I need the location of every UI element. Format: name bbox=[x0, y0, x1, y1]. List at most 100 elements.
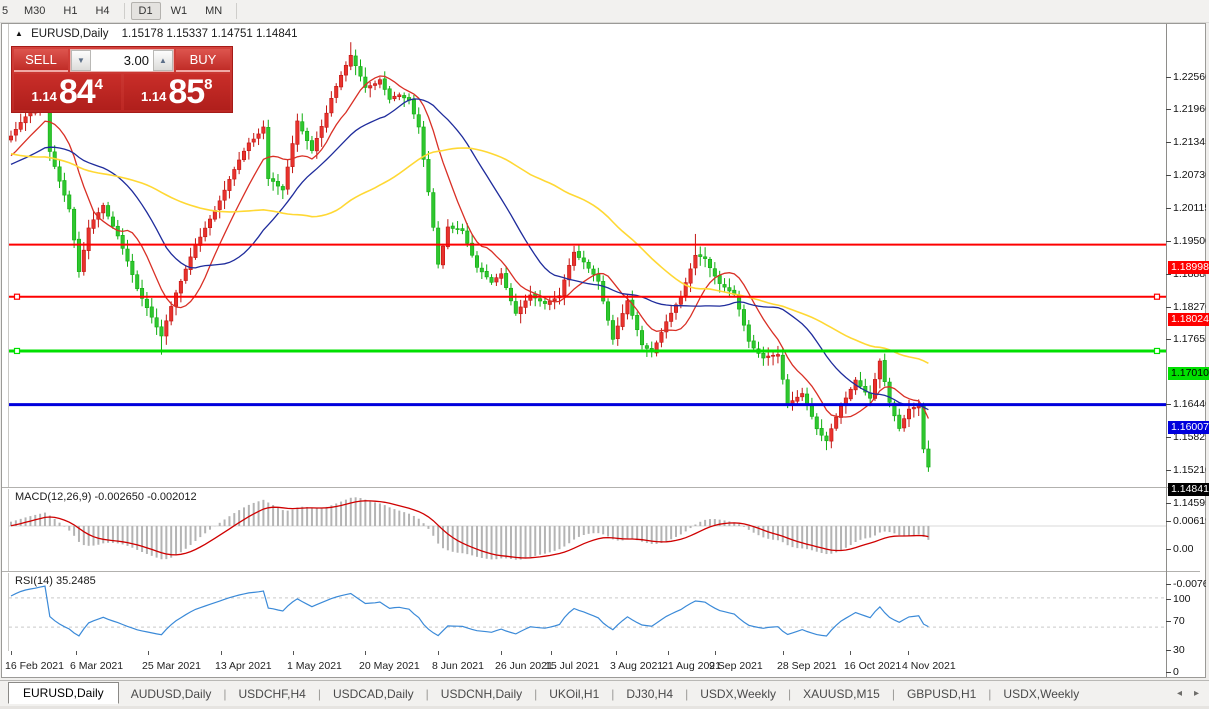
buy-button[interactable]: BUY bbox=[176, 49, 230, 72]
level-line-handle[interactable] bbox=[1153, 293, 1161, 300]
toolbar-separator bbox=[236, 3, 238, 19]
price-axis-label: 1.20115 bbox=[1173, 201, 1209, 214]
chart-tab-xauusd-m15[interactable]: XAUUSD,M15 bbox=[803, 686, 880, 701]
time-axis-label: 1 May 2021 bbox=[287, 660, 342, 672]
timeframe-button-m30[interactable]: M30 bbox=[24, 5, 46, 17]
candle-body bbox=[266, 127, 271, 179]
time-axis-tick bbox=[148, 651, 149, 655]
toolbar-separator bbox=[123, 3, 125, 19]
timeframe-button-mn[interactable]: MN bbox=[205, 5, 223, 17]
time-axis-label: 16 Feb 2021 bbox=[5, 660, 64, 672]
candle-body bbox=[644, 345, 649, 349]
macd-axis-label: -0.007621 bbox=[1173, 577, 1209, 590]
candle-body bbox=[402, 95, 407, 99]
timeframe-button-d1[interactable]: D1 bbox=[130, 2, 161, 20]
pane-separator-highlight bbox=[2, 572, 1200, 573]
price-axis-border bbox=[1166, 24, 1167, 677]
buy-price-display[interactable]: 1.14 85 8 bbox=[123, 74, 230, 110]
chart-tab-dj30-h4[interactable]: DJ30,H4 bbox=[626, 686, 674, 701]
chart-tab-audusd-daily[interactable]: AUDUSD,Daily bbox=[130, 686, 212, 701]
price-axis-label: 1.15210 bbox=[1173, 464, 1209, 477]
volume-decrease-button[interactable]: ▼ bbox=[71, 50, 91, 71]
chart-tab-ukoil-h1[interactable]: UKOil,H1 bbox=[549, 686, 600, 701]
tab-scroll-right-icon[interactable]: ▸ bbox=[1193, 688, 1199, 699]
macd-axis-label: 0.00 bbox=[1173, 543, 1194, 555]
price-axis-tick bbox=[1166, 142, 1171, 143]
level-line-handle[interactable] bbox=[13, 347, 21, 355]
chart-tab-usdx-weekly[interactable]: USDX,Weekly bbox=[700, 686, 776, 701]
candle-body bbox=[76, 238, 81, 272]
candle-body bbox=[625, 300, 630, 315]
macd-pane[interactable] bbox=[9, 489, 1166, 571]
candle-body bbox=[504, 273, 509, 288]
one-click-panel-toggle-icon[interactable]: ▲ bbox=[15, 29, 23, 38]
candle-body bbox=[246, 142, 251, 152]
candle-body bbox=[130, 260, 135, 275]
candle-body bbox=[67, 194, 72, 210]
price-level-label: 1.18998 bbox=[1168, 260, 1209, 274]
rsi-pane[interactable] bbox=[9, 573, 1166, 651]
candle-body bbox=[809, 404, 814, 417]
candle-body bbox=[455, 228, 460, 230]
candle-body bbox=[819, 428, 824, 436]
timeframe-button-h1[interactable]: H1 bbox=[63, 5, 78, 17]
time-axis-tick bbox=[438, 651, 439, 655]
chart-tab-usdchf-h4[interactable]: USDCHF,H4 bbox=[238, 686, 306, 701]
price-axis-label: 1.15825 bbox=[1173, 431, 1209, 444]
timeframe-button-w1[interactable]: W1 bbox=[170, 5, 188, 17]
candle-body bbox=[712, 268, 717, 277]
volume-increase-button[interactable]: ▲ bbox=[153, 50, 173, 71]
timeframe-button-5[interactable]: 5 bbox=[2, 5, 9, 17]
chart-tab-usdcad-daily[interactable]: USDCAD,Daily bbox=[332, 686, 414, 701]
candle-body bbox=[91, 219, 96, 229]
sell-button[interactable]: SELL bbox=[14, 49, 68, 72]
chart-window: ▲ EURUSD,Daily 1.15178 1.15337 1.14751 1… bbox=[1, 23, 1209, 678]
candle-body bbox=[567, 265, 572, 281]
pane-separator[interactable] bbox=[2, 571, 1200, 572]
price-level-label: 1.14841 bbox=[1168, 483, 1209, 497]
price-axis-tick bbox=[1166, 404, 1171, 406]
sell-price-display[interactable]: 1.14 84 4 bbox=[14, 74, 121, 110]
candle-body bbox=[411, 99, 416, 115]
rsi-axis-tick bbox=[1166, 672, 1171, 673]
price-axis-label: 1.19500 bbox=[1173, 234, 1209, 247]
candle-body bbox=[562, 279, 567, 296]
chart-tab-eurusd-daily[interactable]: EURUSD,Daily bbox=[8, 681, 119, 704]
pane-separator[interactable] bbox=[2, 487, 1200, 488]
time-axis-label: 3 Aug 2021 bbox=[610, 660, 664, 672]
time-axis-label: 6 Mar 2021 bbox=[70, 660, 124, 672]
chart-tab-usdcnh-daily[interactable]: USDCNH,Daily bbox=[440, 686, 523, 701]
time-axis[interactable]: 16 Feb 2021 6 Mar 2021 25 Mar 2021 13 Apr 2… bbox=[2, 651, 1165, 677]
candle-body bbox=[164, 320, 169, 337]
candle-body bbox=[348, 54, 353, 67]
candle-body bbox=[751, 340, 756, 349]
time-axis-tick bbox=[11, 651, 12, 655]
chart-title: ▲ EURUSD,Daily 1.15178 1.15337 1.14751 1… bbox=[15, 28, 298, 40]
candle-body bbox=[426, 159, 431, 193]
time-axis-tick bbox=[501, 651, 502, 655]
one-click-trade-panel: SELL ▼ ▲ BUY 1.14 84 4 1.14 85 8 bbox=[11, 46, 233, 113]
price-axis-label: 1.21345 bbox=[1173, 136, 1209, 148]
candle-body bbox=[926, 448, 931, 468]
candle-body bbox=[421, 126, 426, 160]
timeframe-button-h4[interactable]: H4 bbox=[95, 5, 110, 17]
volume-input[interactable] bbox=[91, 50, 153, 71]
candle-body bbox=[610, 320, 615, 340]
candle-body bbox=[178, 280, 183, 294]
price-axis-label: 1.21960 bbox=[1173, 103, 1209, 116]
candle-body bbox=[581, 257, 586, 263]
time-axis-label: 4 Nov 2021 bbox=[902, 660, 956, 672]
rsi-axis-label: 100 bbox=[1173, 593, 1191, 605]
tab-scroll-left-icon[interactable]: ◂ bbox=[1176, 688, 1182, 699]
level-line-handle[interactable] bbox=[1153, 347, 1161, 355]
time-axis-label: 25 Mar 2021 bbox=[142, 660, 201, 672]
level-line-handle[interactable] bbox=[13, 293, 21, 300]
chart-tab-usdx-weekly[interactable]: USDX,Weekly bbox=[1003, 686, 1080, 701]
time-axis-label: 21 Aug 2021 bbox=[662, 660, 721, 672]
candle-body bbox=[591, 268, 596, 275]
candle-body bbox=[101, 205, 106, 214]
candle-body bbox=[358, 66, 363, 77]
chart-tab-gbpusd-h1[interactable]: GBPUSD,H1 bbox=[906, 686, 977, 701]
candle-body bbox=[683, 282, 688, 296]
candle-body bbox=[256, 133, 261, 139]
